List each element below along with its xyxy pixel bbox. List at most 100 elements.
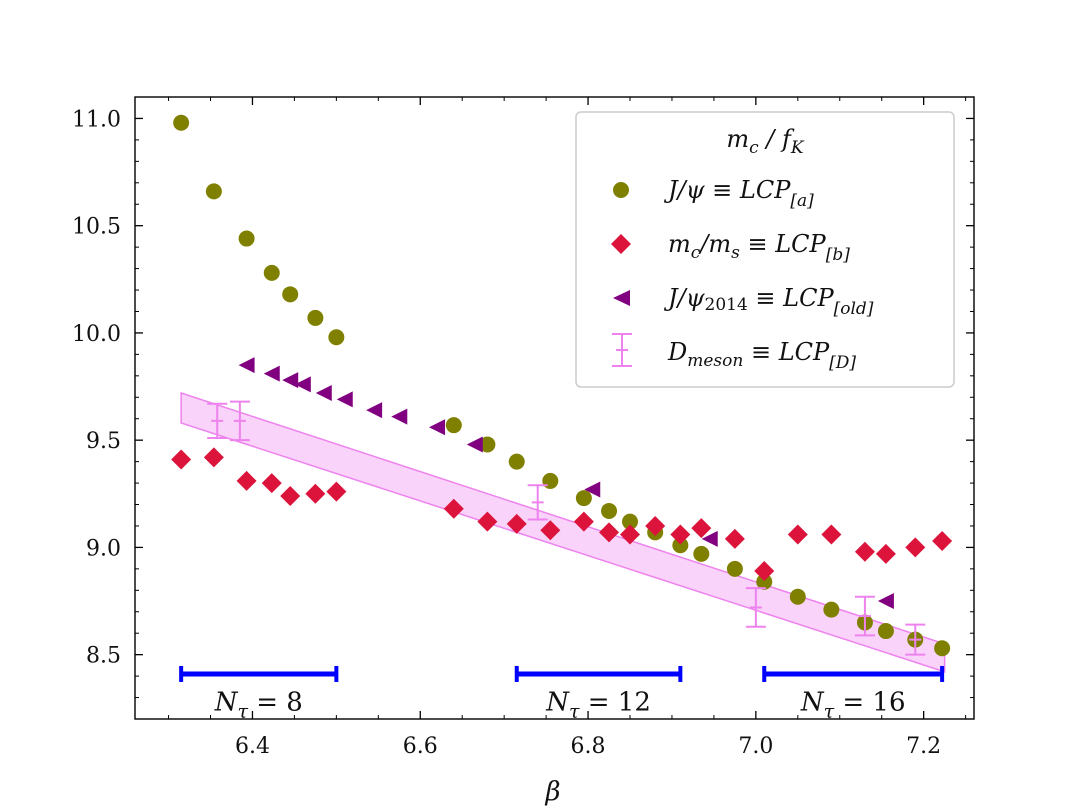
lcp-d-fit-band [180, 391, 946, 673]
data-point-circle [173, 114, 190, 131]
data-point-diamond [280, 485, 301, 506]
legend-label-d: Dmeson ≡ LCP[D] [667, 338, 856, 373]
data-point-circle [282, 286, 299, 303]
data-point-circle [726, 560, 743, 577]
x-tick-label: 6.4 [235, 734, 270, 759]
data-point-triangle [336, 391, 353, 408]
ntau-bar [179, 665, 339, 682]
data-point-diamond [305, 483, 326, 504]
data-point-diamond [443, 498, 464, 519]
data-point-diamond [875, 543, 896, 564]
data-point-triangle [466, 436, 483, 453]
series-jpsi-lcp-a [173, 114, 951, 657]
data-point-triangle [391, 408, 408, 425]
data-point-errorbar [905, 623, 926, 656]
data-point-diamond [670, 524, 691, 545]
legend-label-old: J/ψ2014 ≡ LCP[old] [663, 284, 874, 319]
data-point-triangle [877, 593, 894, 610]
y-tick-label: 10.5 [72, 215, 121, 240]
y-tick-label: 9.5 [86, 429, 121, 454]
plot-frame [134, 96, 975, 720]
data-point-triangle [701, 530, 718, 547]
data-point-diamond [821, 524, 842, 545]
x-tick-label: 7.0 [738, 734, 773, 759]
data-point-errorbar [854, 595, 875, 637]
data-point-diamond [171, 449, 192, 470]
series-dmeson-lcp-d [207, 400, 926, 656]
data-point-diamond [573, 511, 594, 532]
ntau-label: Nτ = 16 [800, 687, 906, 722]
data-point-circle [672, 537, 689, 554]
legend-label-a: J/ψ ≡ LCP[a] [663, 176, 814, 211]
data-point-errorbar [527, 484, 548, 521]
data-point-triangle [366, 402, 383, 419]
data-point-circle [622, 513, 639, 530]
data-point-triangle [429, 419, 446, 436]
data-point-diamond [620, 524, 641, 545]
x-axis-label: β [544, 777, 560, 807]
data-point-diamond [905, 537, 926, 558]
data-point-circle [756, 573, 773, 590]
data-point-circle [205, 183, 222, 200]
legend-marker-a [613, 182, 629, 198]
ntau-label: Nτ = 8 [214, 687, 303, 722]
data-point-circle [934, 640, 951, 657]
data-point-diamond [754, 561, 775, 582]
data-point-circle [263, 264, 280, 281]
series-mcms-lcp-b [171, 447, 953, 582]
x-tick-label: 7.2 [906, 734, 941, 759]
ntau-bar [762, 665, 945, 682]
ntau-label: Nτ = 12 [545, 687, 651, 722]
data-point-diamond [203, 447, 224, 468]
data-point-circle [789, 588, 806, 605]
data-point-circle [445, 417, 462, 434]
data-point-circle [877, 623, 894, 640]
data-point-circle [542, 472, 559, 489]
data-point-circle [693, 545, 710, 562]
data-point-circle [508, 453, 525, 470]
data-point-diamond [506, 513, 527, 534]
data-point-diamond [326, 481, 347, 502]
data-point-diamond [854, 541, 875, 562]
legend-title: mc / fK [726, 125, 805, 158]
data-point-diamond [236, 470, 257, 491]
data-point-circle [479, 436, 496, 453]
data-point-diamond [540, 520, 561, 541]
legend-box [575, 111, 955, 388]
series-jpsi2014-lcp-old [238, 357, 894, 610]
legend-marker-d [612, 333, 632, 367]
data-point-triangle [294, 376, 311, 393]
legend-marker-old [613, 290, 630, 306]
data-point-triangle [282, 372, 299, 389]
data-point-errorbar [229, 400, 250, 442]
data-point-circle [238, 230, 255, 247]
data-point-circle [601, 502, 618, 519]
y-tick-label: 10.0 [72, 322, 121, 347]
data-point-diamond [932, 530, 953, 551]
ntau-bar [514, 665, 683, 682]
data-point-diamond [724, 528, 745, 549]
y-tick-label: 11.0 [72, 107, 121, 132]
data-point-errorbar [207, 402, 228, 440]
x-tick-label: 6.6 [403, 734, 438, 759]
axis-ticks: 6.4 6.6 6.8 7.0 7.2 8.5 9.0 9.5 10.0 10.5 11.0 [72, 96, 974, 759]
y-tick-label: 9.0 [86, 536, 121, 561]
data-point-circle [575, 490, 592, 507]
legend-label-b: mc/ms ≡ LCP[b] [668, 230, 850, 265]
data-point-triangle [584, 481, 601, 498]
data-point-diamond [261, 473, 282, 494]
data-point-diamond [599, 522, 620, 543]
data-point-triangle [238, 357, 255, 374]
data-point-triangle [263, 365, 280, 382]
data-point-diamond [477, 511, 498, 532]
x-tick-label: 6.8 [571, 734, 606, 759]
y-tick-label: 8.5 [86, 644, 121, 669]
data-point-errorbar [745, 587, 766, 628]
data-point-diamond [645, 515, 666, 536]
data-point-diamond [787, 524, 808, 545]
legend: mc / fK J/ψ ≡ LCP[a] mc/ms ≡ LCP[b] J/ψ2… [575, 111, 955, 388]
data-point-circle [307, 309, 324, 326]
data-point-circle [823, 601, 840, 618]
data-point-circle [328, 329, 345, 346]
